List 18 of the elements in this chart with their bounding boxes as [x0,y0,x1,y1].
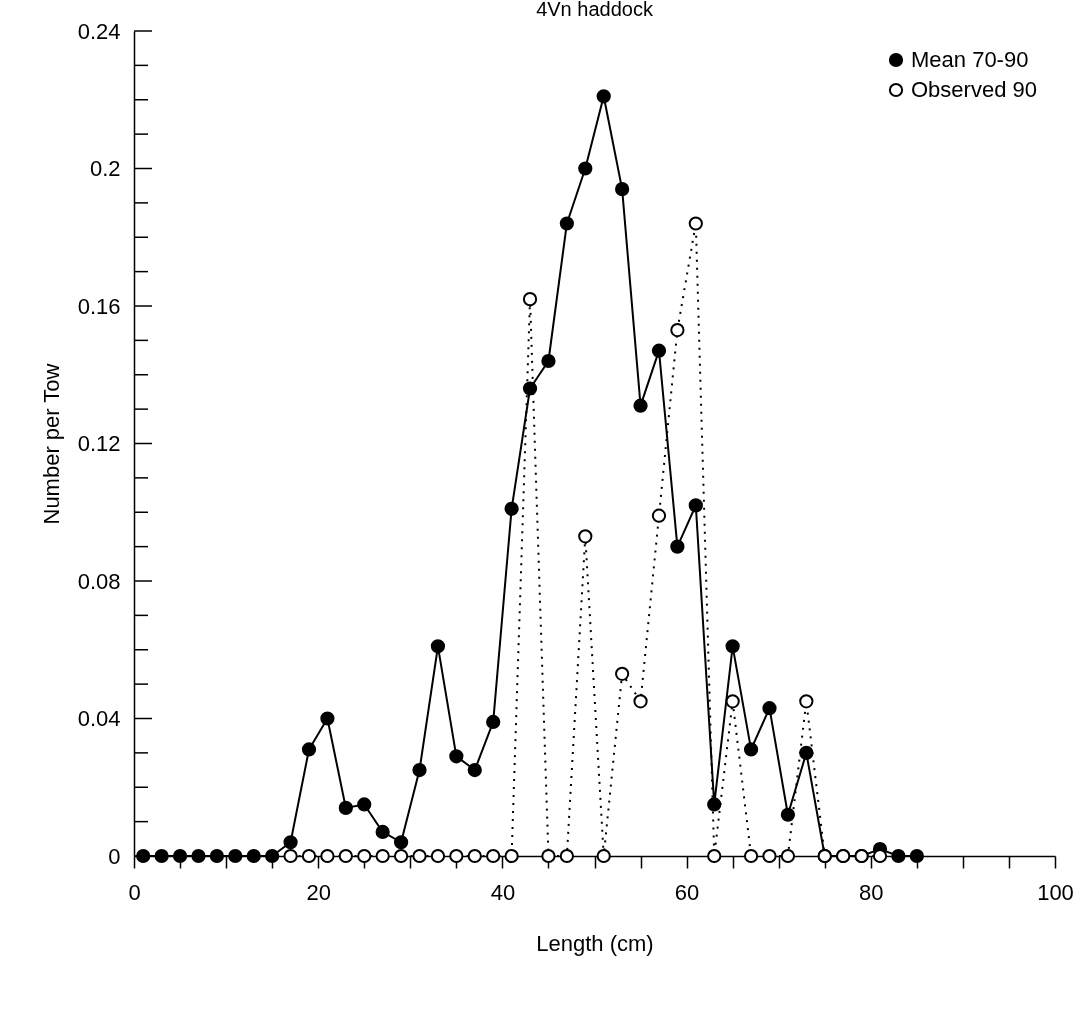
x-tick-label: 80 [859,879,884,905]
y-tick-label: 0 [108,843,121,869]
x-tick-label: 100 [1037,879,1074,905]
x-axis-title: Length (cm) [536,930,654,956]
y-tick-label: 0.2 [89,156,121,181]
y-tick-label: 0.24 [77,18,121,44]
y-tick-label: 0.04 [77,706,121,731]
x-tick-label: 20 [306,879,331,905]
y-tick-label: 0.12 [77,431,121,456]
legend-label: Mean 70-90 [911,47,1029,72]
legend-label: Observed 90 [911,77,1037,102]
y-tick-label: 0.16 [77,293,121,319]
x-tick-label: 60 [674,879,700,905]
x-tick-label: 0 [128,879,141,905]
y-axis-title: Number per Tow [38,363,64,525]
chart-title: 4Vn haddock [536,0,654,20]
y-tick-label: 0.08 [77,568,121,594]
x-tick-label: 40 [490,879,516,905]
